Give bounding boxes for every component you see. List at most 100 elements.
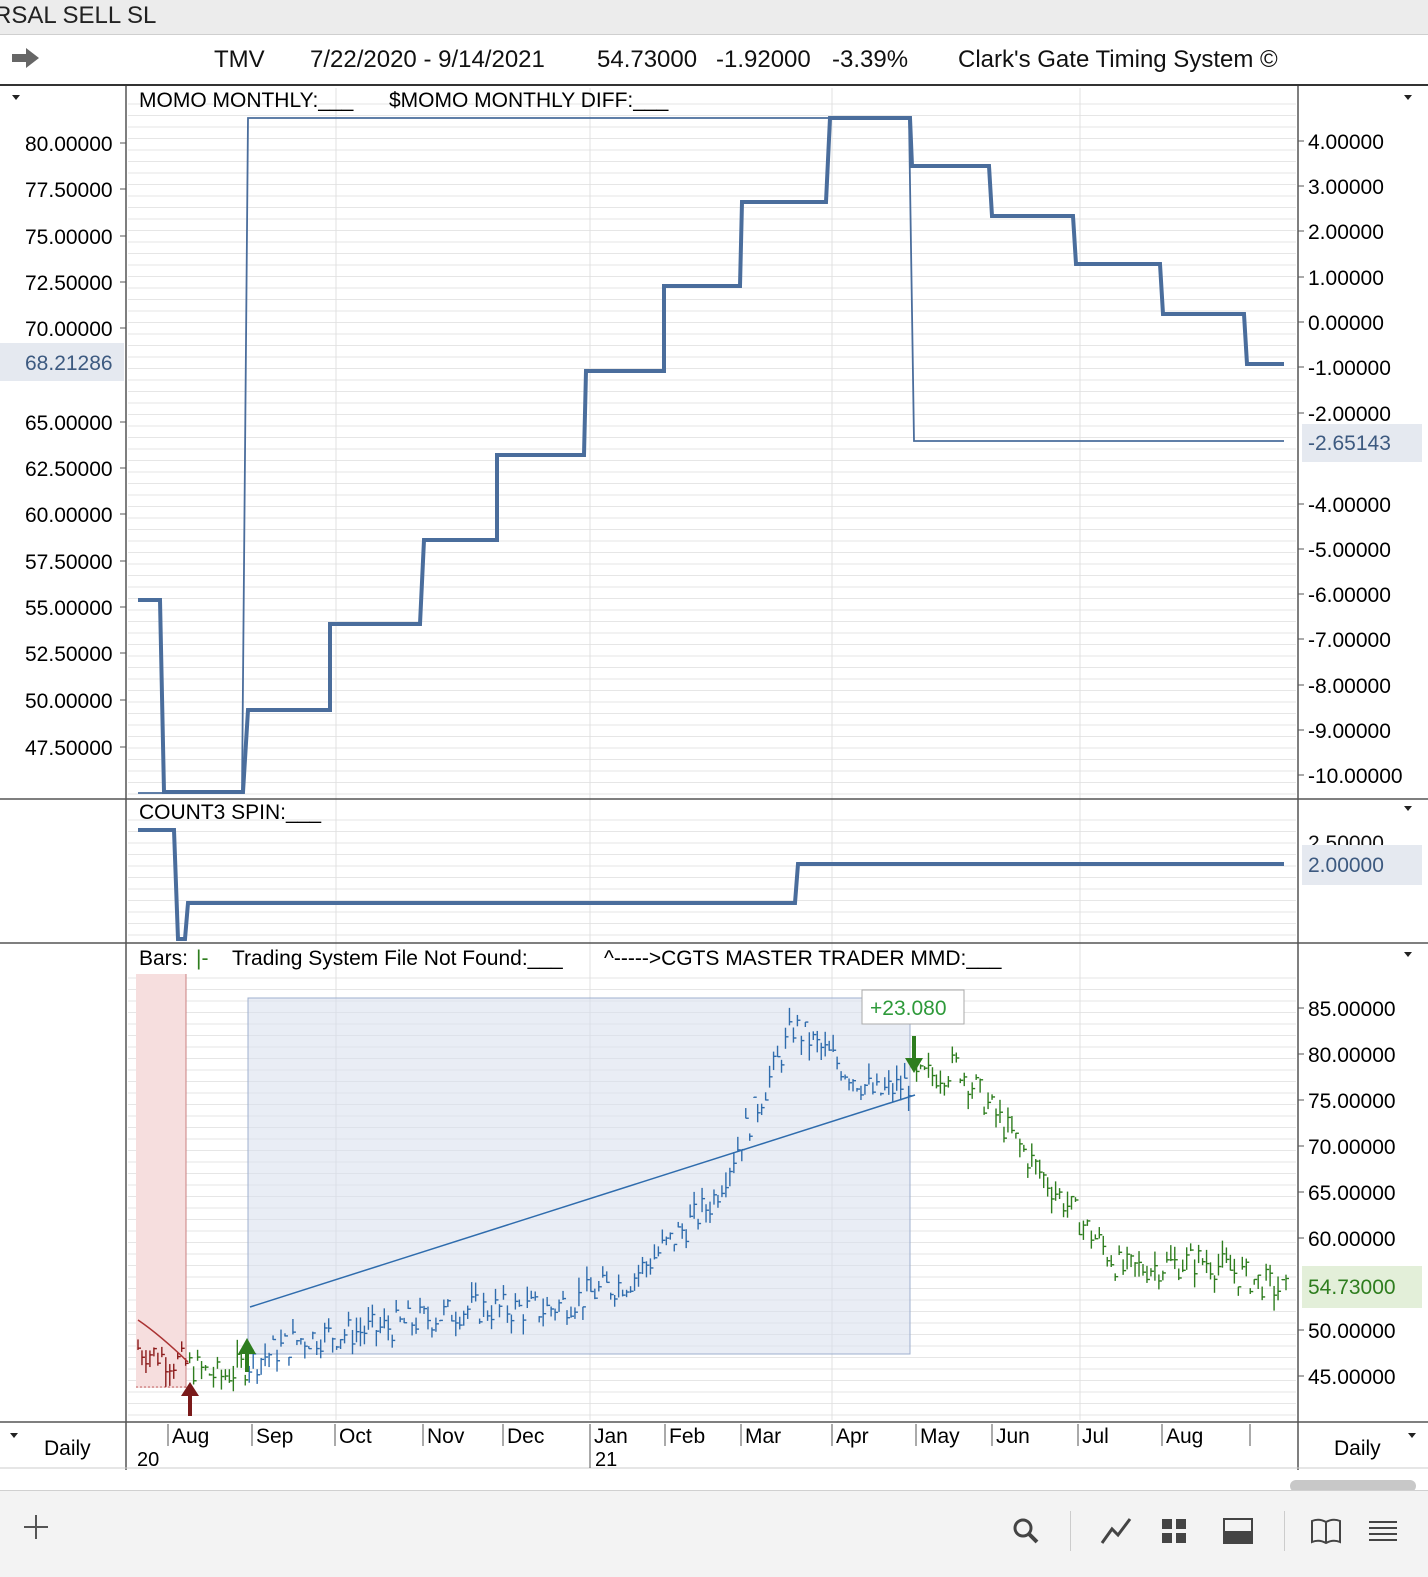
price-bar [1078, 1222, 1083, 1236]
month-tick-label: Sep [256, 1425, 293, 1448]
line-chart-icon[interactable] [1100, 1515, 1132, 1545]
panel-menu-icon[interactable] [12, 95, 20, 100]
month-tick-label: Jan [594, 1425, 628, 1448]
price-bar [411, 1322, 416, 1336]
price-bar [1015, 1132, 1019, 1139]
price-bar [498, 1304, 503, 1318]
price-bar [1189, 1243, 1194, 1252]
axis-tick-label: 72.50000 [25, 272, 113, 295]
price-bar [1058, 1188, 1063, 1200]
price-bar [1185, 1247, 1190, 1270]
price-bar [927, 1052, 932, 1078]
bars-right-axis: 85.00000 80.00000 75.00000 70.00000 65.00000… [1298, 998, 1396, 1389]
bars-label: Bars: [139, 947, 188, 970]
panel-layout-icon[interactable] [1222, 1517, 1254, 1545]
price-bar [375, 1329, 380, 1347]
symbol: TMV [214, 46, 265, 73]
panel-menu-icon[interactable] [1408, 1433, 1416, 1438]
price-bar [1046, 1177, 1051, 1197]
price-bar [212, 1366, 217, 1388]
axis-tick-label: 65.00000 [1308, 1182, 1396, 1205]
price-bar [864, 1084, 868, 1095]
price-bar [355, 1317, 360, 1343]
price-bar [1166, 1251, 1170, 1263]
arrow-right-icon[interactable] [12, 46, 40, 70]
price-bar [1261, 1286, 1266, 1301]
price-bar [1193, 1259, 1198, 1288]
chart-area[interactable]: MOMO MONTHLY:___ $MOMO MONTHLY DIFF:___ … [0, 86, 1428, 1476]
month-tick-label: May [920, 1425, 960, 1448]
momo-current-badge [0, 343, 124, 381]
price-bar [1110, 1255, 1115, 1268]
price-bar [339, 1338, 344, 1350]
axis-tick-label: 80.00000 [1308, 1044, 1396, 1067]
panel-menu-icon[interactable] [10, 1433, 18, 1438]
price-bar [1217, 1253, 1222, 1276]
price-bar [1277, 1276, 1282, 1301]
percent-change: -3.39% [832, 46, 909, 73]
price-bar [494, 1288, 499, 1305]
price-change: -1.92000 [716, 46, 811, 73]
add-icon[interactable] [22, 1513, 50, 1541]
price-bar [1122, 1259, 1127, 1275]
price-bar [653, 1244, 658, 1260]
price-bar [963, 1072, 968, 1087]
price-bars [137, 1007, 1289, 1392]
price-bar [455, 1311, 459, 1337]
trade-gain-box [861, 989, 965, 1025]
month-tick-label: Jun [996, 1425, 1030, 1448]
book-icon[interactable] [1310, 1517, 1342, 1545]
price-bar [395, 1299, 400, 1313]
grid-layout-icon[interactable] [1160, 1517, 1188, 1545]
month-tick-label: Aug [172, 1425, 209, 1448]
price-bar [200, 1361, 205, 1380]
panel-menu-icon[interactable] [1404, 952, 1412, 957]
price-bar [320, 1339, 324, 1359]
horizontal-scrollbar[interactable] [1290, 1480, 1416, 1492]
price-bar [1126, 1246, 1131, 1270]
price-bar [371, 1304, 376, 1328]
system-name: Clark's Gate Timing System © [958, 46, 1278, 73]
price-bar [899, 1075, 904, 1101]
price-bar [153, 1347, 157, 1357]
price-bar [463, 1310, 467, 1326]
price-bar [721, 1185, 725, 1198]
pre-trend-line [137, 1319, 189, 1363]
price-bar [840, 1071, 845, 1081]
price-bar [1066, 1191, 1071, 1218]
price-bar [574, 1307, 578, 1319]
price-bar [1070, 1195, 1075, 1210]
price-bar [947, 1076, 952, 1088]
price-bar [582, 1306, 586, 1320]
price-bar [180, 1341, 185, 1352]
price-bar [578, 1277, 582, 1307]
axis-tick-label: -8.00000 [1308, 675, 1391, 698]
period-right[interactable]: Daily [1334, 1437, 1381, 1460]
last-price: 54.73000 [597, 46, 698, 73]
chart-header: TMV 7/22/2020 - 9/14/2021 54.73000 -1.92… [0, 36, 1428, 86]
axis-tick-label: -5.00000 [1308, 539, 1391, 562]
price-bar [474, 1282, 479, 1302]
momo-current-value: 68.21286 [25, 352, 113, 375]
price-bar [1042, 1172, 1047, 1189]
price-bar [359, 1317, 364, 1347]
price-bar [312, 1331, 316, 1340]
price-bar [367, 1307, 372, 1330]
bars-label-value: |- [196, 947, 208, 970]
price-bar [637, 1264, 642, 1287]
axis-tick-label: 45.00000 [1308, 1366, 1396, 1389]
price-bar [1003, 1126, 1007, 1143]
panel-menu-icon[interactable] [1404, 95, 1412, 100]
menu-icon[interactable] [1368, 1519, 1398, 1543]
price-current-badge [1302, 1266, 1422, 1308]
panel-menu-icon[interactable] [1404, 806, 1412, 811]
price-bar [192, 1366, 197, 1385]
axis-tick-label: -1.00000 [1308, 357, 1391, 380]
price-bar [594, 1288, 598, 1300]
price-bar [1134, 1262, 1139, 1277]
axis-tick-label: 2.00000 [1308, 221, 1384, 244]
price-bar [327, 1318, 332, 1333]
search-icon[interactable] [1012, 1517, 1040, 1545]
price-bar [852, 1079, 857, 1092]
period-left[interactable]: Daily [44, 1437, 91, 1460]
